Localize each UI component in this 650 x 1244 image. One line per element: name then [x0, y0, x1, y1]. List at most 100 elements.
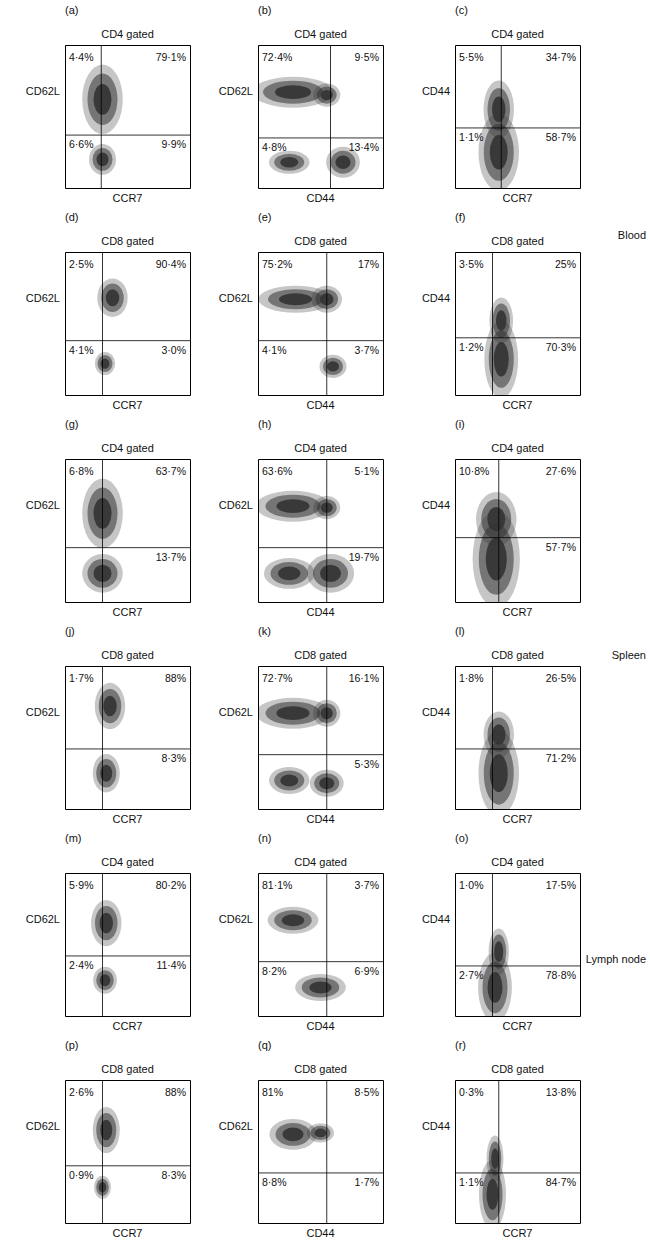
panel: (c)CD4 gatedCCR7CD445·5%34·7%1·1%58·7%Bl… — [422, 4, 646, 241]
population — [269, 151, 310, 174]
axis-line — [259, 252, 384, 253]
x-axis — [456, 395, 581, 396]
quadrant-label: 5·9% — [69, 879, 94, 891]
axis-line — [580, 667, 581, 810]
gate-line — [102, 1080, 103, 1223]
plot-area — [455, 873, 580, 1016]
quadrant-label: 27·6% — [546, 465, 576, 477]
plot-area — [455, 666, 580, 809]
axis-line — [259, 602, 384, 603]
gate-line — [258, 1172, 383, 1173]
axis-line — [259, 1016, 384, 1017]
axis-line — [259, 873, 384, 874]
y-axis — [258, 874, 259, 1017]
population — [93, 1107, 120, 1153]
quadrant-label: 70·3% — [546, 341, 576, 353]
x-axis-title: CCR7 — [503, 399, 533, 411]
axis-line — [66, 809, 191, 810]
quadrant-label: 1·7% — [354, 1176, 379, 1188]
population — [277, 706, 310, 720]
chart-title: CD4 gated — [101, 856, 154, 868]
y-axis — [258, 1081, 259, 1224]
population — [91, 900, 121, 946]
y-axis — [258, 46, 259, 189]
x-axis-title: CCR7 — [503, 813, 533, 825]
axis-line — [259, 1080, 384, 1081]
quadrant-label: 5·3% — [354, 758, 379, 770]
population — [93, 967, 117, 994]
population — [100, 913, 114, 934]
gate-line — [326, 1080, 327, 1223]
population — [106, 289, 120, 306]
gate-line — [102, 666, 103, 809]
quadrant-label: 4·8% — [262, 141, 287, 153]
population — [94, 84, 112, 115]
quadrant-label: 5·1% — [354, 465, 379, 477]
y-axis-title: CD62L — [219, 85, 253, 97]
population — [95, 352, 115, 375]
y-axis — [65, 874, 66, 1017]
population — [100, 765, 112, 782]
axis-line — [66, 1080, 191, 1081]
quadrant-label: 10·8% — [459, 465, 489, 477]
y-axis-right — [580, 874, 581, 1017]
x-axis-top — [456, 666, 581, 667]
y-axis — [65, 253, 66, 396]
population — [489, 297, 513, 343]
population — [488, 972, 503, 1003]
panel: (n)CD4 gatedCD44CD62L81·1%3·7%8·2%6·9% — [219, 832, 384, 1032]
axis-line — [65, 460, 66, 603]
panel-label: (a) — [65, 4, 78, 16]
x-axis — [66, 188, 191, 189]
quadrant-label: 63·6% — [262, 465, 292, 477]
panel: (b)CD4 gatedCD44CD62L72·4%9·5%4·8%13·4% — [219, 4, 384, 204]
y-axis — [455, 460, 456, 603]
population — [101, 358, 110, 368]
gate-line — [330, 45, 331, 188]
panel: (q)CD8 gatedCD44CD62L81%8·5%8·8%1·7% — [219, 1039, 384, 1239]
panel: (i)CD4 gatedCCR7CD4410·8%27·6%57·7%Splee… — [422, 418, 646, 661]
panel-label: (e) — [258, 211, 271, 223]
y-axis — [258, 667, 259, 810]
chart-title: CD4 gated — [491, 28, 544, 40]
plot-area — [455, 1080, 580, 1223]
population — [320, 355, 347, 378]
population — [279, 293, 312, 305]
plot-area — [455, 45, 580, 188]
population — [82, 65, 123, 134]
chart-title: CD4 gated — [491, 856, 544, 868]
axis-line — [66, 395, 191, 396]
population — [487, 1179, 499, 1210]
population — [282, 914, 305, 926]
plot-area — [258, 873, 383, 1016]
axis-line — [65, 253, 66, 396]
quadrant-label: 16·1% — [349, 672, 379, 684]
quadrant-label: 1·8% — [459, 672, 484, 684]
quadrant-label: 88% — [165, 1086, 186, 1098]
gate-line — [65, 135, 190, 136]
axis-line — [259, 395, 384, 396]
plot-area — [258, 252, 383, 395]
population — [493, 303, 511, 337]
chart-title: CD4 gated — [491, 442, 544, 454]
population — [277, 499, 310, 513]
axis-line — [383, 460, 384, 603]
axis-line — [456, 1016, 581, 1017]
gate-line — [455, 748, 580, 749]
quadrant-label: 3·7% — [354, 344, 379, 356]
x-axis-top — [259, 666, 384, 667]
y-axis-title: CD62L — [26, 292, 60, 304]
plot-area — [65, 252, 190, 395]
x-axis — [66, 1223, 191, 1224]
axis-line — [65, 874, 66, 1017]
population — [321, 90, 333, 100]
x-axis-title: CCR7 — [113, 192, 143, 204]
quadrant-label: 72·4% — [262, 51, 292, 63]
x-axis-top — [259, 1080, 384, 1081]
x-axis-top — [456, 45, 581, 46]
y-axis-right — [190, 46, 191, 189]
axis-line — [190, 253, 191, 396]
gate-line — [455, 965, 580, 966]
gate-line — [258, 340, 383, 341]
x-axis-title: CCR7 — [113, 1227, 143, 1239]
